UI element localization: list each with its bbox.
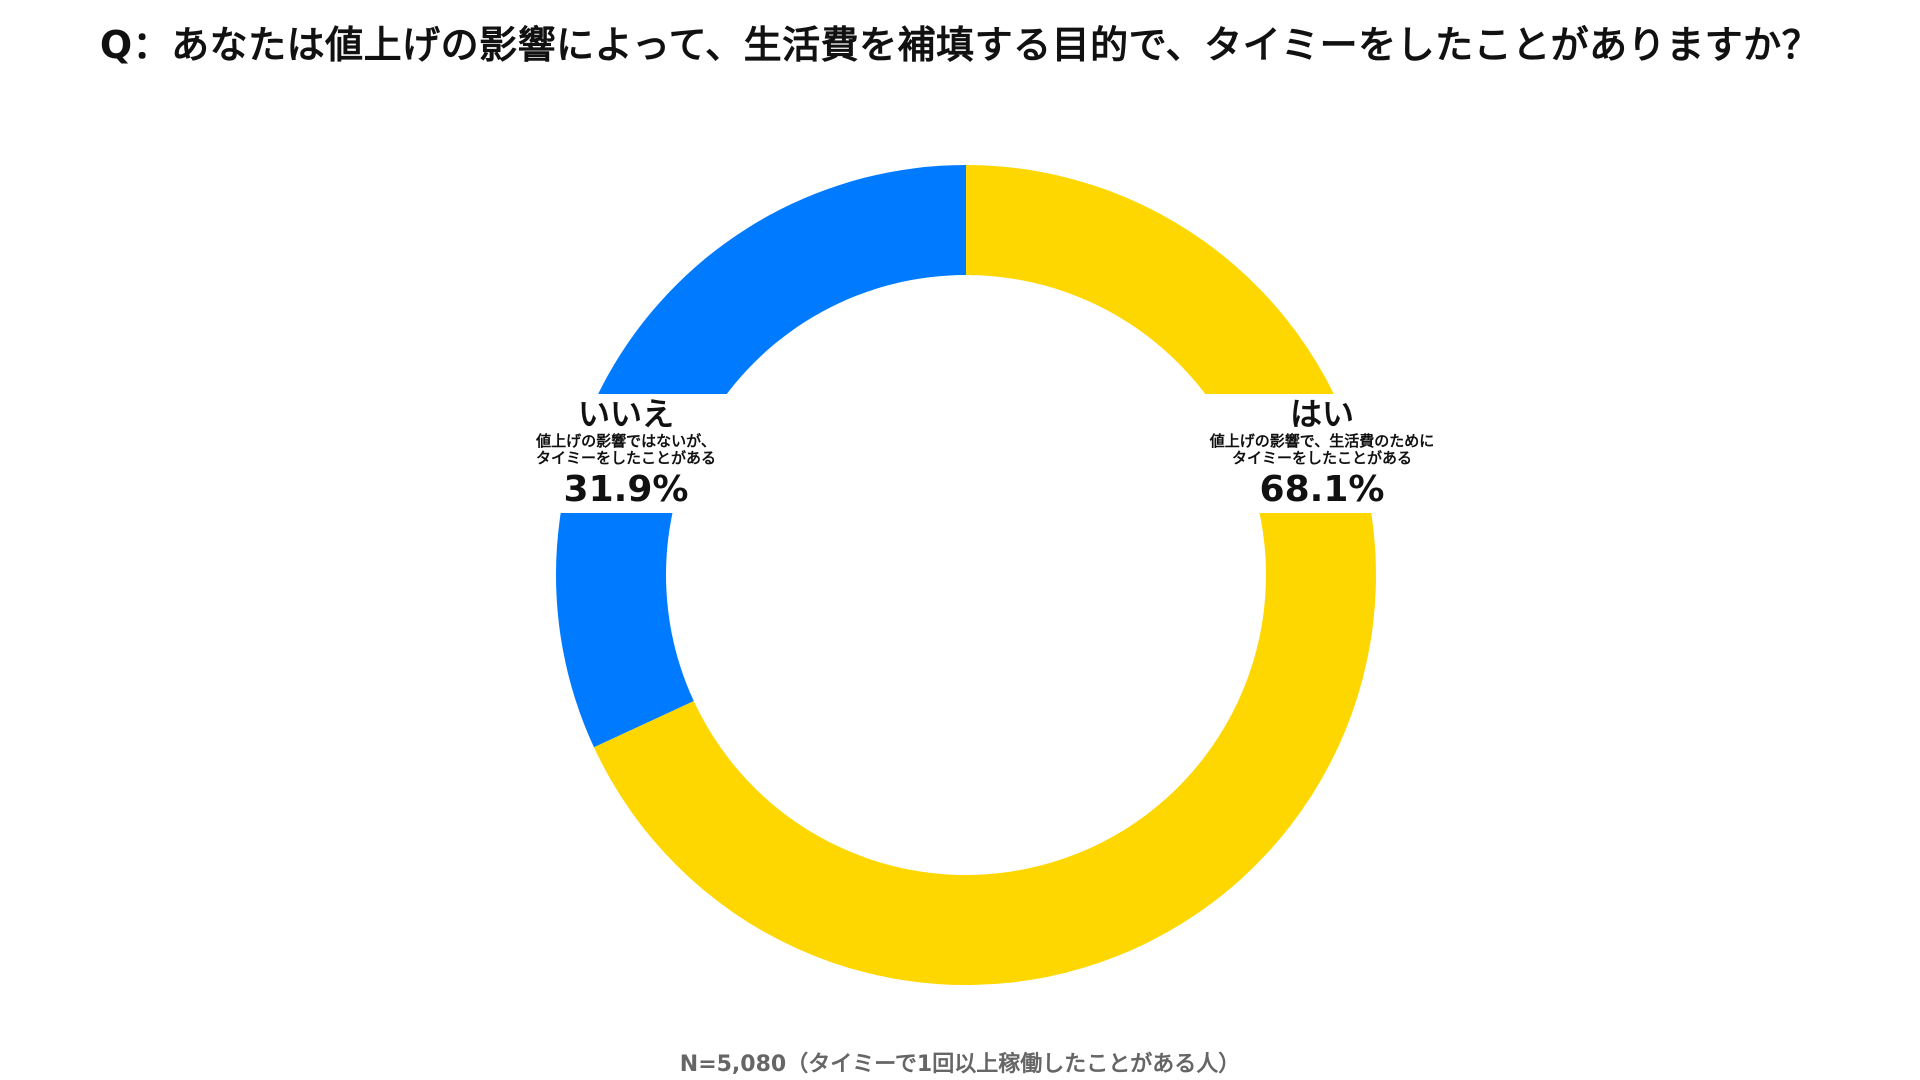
slice-desc-yes-line1: 値上げの影響で、生活費のために bbox=[1209, 431, 1435, 450]
slice-value-no: 31.9% bbox=[563, 469, 689, 511]
slice-heading-no: いいえ bbox=[577, 395, 674, 433]
sample-size-note: N=5,080（タイミーで1回以上稼働したことがある人） bbox=[679, 1052, 1241, 1077]
slice-value-yes: 68.1% bbox=[1259, 469, 1385, 511]
slice-label-yes: はい 値上げの影響で、生活費のために タイミーをしたことがある 68.1% bbox=[1174, 394, 1470, 513]
slice-desc-no-line2: タイミーをしたことがある bbox=[535, 449, 716, 468]
chart-title: Q：あなたは値上げの影響によって、生活費を補填する目的で、タイミーをしたことがあ… bbox=[99, 23, 1821, 67]
slice-desc-yes-line2: タイミーをしたことがある bbox=[1231, 449, 1412, 468]
slice-label-no: いいえ 値上げの影響ではないが、 タイミーをしたことがある 31.9% bbox=[498, 394, 754, 513]
slice-desc-no-line1: 値上げの影響ではないが、 bbox=[536, 431, 716, 450]
slice-heading-yes: はい bbox=[1289, 395, 1354, 433]
donut-slice-no bbox=[556, 165, 966, 748]
donut-slices bbox=[556, 165, 1376, 985]
